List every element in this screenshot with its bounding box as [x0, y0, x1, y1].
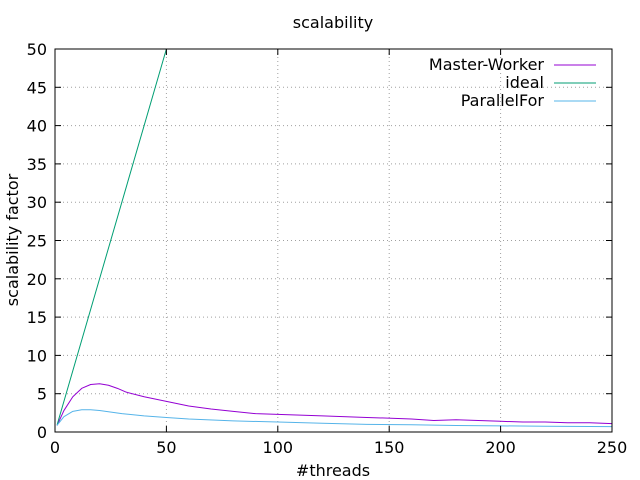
- x-tick-label: 0: [50, 438, 60, 457]
- chart-title: scalability: [293, 13, 373, 32]
- y-tick-label: 10: [27, 346, 47, 365]
- x-axis-label: #threads: [296, 461, 370, 480]
- y-tick-label: 20: [27, 270, 47, 289]
- plot-area: [56, 48, 613, 428]
- y-tick-label: 30: [27, 193, 47, 212]
- y-axis-label: scalability factor: [3, 173, 22, 306]
- x-tick-label: 150: [374, 438, 405, 457]
- legend-label: ideal: [505, 73, 544, 92]
- x-tick-label: 250: [597, 438, 628, 457]
- y-tick-label: 5: [37, 385, 47, 404]
- x-tick-label: 200: [485, 438, 516, 457]
- y-tick-label: 45: [27, 78, 47, 97]
- y-tick-label: 0: [37, 423, 47, 442]
- x-tick-label: 50: [156, 438, 176, 457]
- series-line-parallelfor: [56, 409, 613, 428]
- series-line-master-worker: [56, 383, 613, 426]
- y-tick-label: 35: [27, 155, 47, 174]
- legend-label: Master-Worker: [429, 55, 545, 74]
- y-tick-label: 40: [27, 117, 47, 136]
- y-tick-label: 50: [27, 40, 47, 59]
- x-tick-label: 100: [263, 438, 294, 457]
- axes-ticks: 0 5 10 15 20 25 30 35 40 45 50 0 50 100 150 200 250: [27, 40, 628, 457]
- y-tick-label: 25: [27, 232, 47, 251]
- y-tick-label: 15: [27, 308, 47, 327]
- legend-label: ParallelFor: [461, 91, 545, 110]
- series-line-ideal: [56, 48, 167, 425]
- grid: [55, 49, 612, 432]
